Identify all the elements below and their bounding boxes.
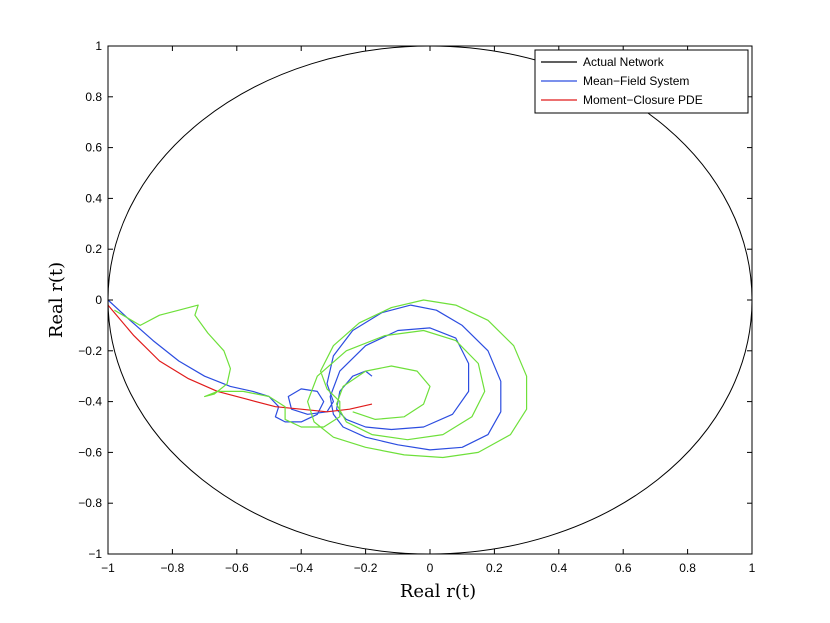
plot-area-background xyxy=(108,46,752,554)
y-axis: −1 −0.8 −0.6 −0.4 −0.2 0 0.2 0.4 0.6 0.8 1 xyxy=(78,39,752,561)
y-tick-label: 0 xyxy=(95,293,102,307)
x-tick-label: 0 xyxy=(427,561,434,575)
y-tick-label: −0.6 xyxy=(78,445,102,459)
x-tick-label: 0.4 xyxy=(550,561,567,575)
x-tick-label: −0.2 xyxy=(354,561,378,575)
y-tick-label: −1 xyxy=(88,547,102,561)
x-tick-label: 1 xyxy=(749,561,756,575)
series-line-1 xyxy=(107,299,502,451)
legend: Actual Network Mean−Field System Moment−Cl… xyxy=(534,49,749,114)
x-tick-label: 0.2 xyxy=(486,561,503,575)
y-axis-label: Real r(t) xyxy=(46,262,67,338)
y-tick-label: −0.2 xyxy=(78,344,102,358)
legend-label: Mean−Field System xyxy=(583,74,689,88)
x-tick-label: 0.8 xyxy=(679,561,696,575)
x-axis-label: Real r(t) xyxy=(400,581,476,602)
y-tick-label: 1 xyxy=(95,39,102,53)
y-tick-label: 0.2 xyxy=(85,242,102,256)
series-line-3 xyxy=(114,299,528,459)
x-tick-label: 0.6 xyxy=(615,561,632,575)
y-tick-label: 0.8 xyxy=(85,90,102,104)
y-tick-label: −0.4 xyxy=(78,395,102,409)
x-tick-label: −0.4 xyxy=(289,561,313,575)
legend-label: Moment−Closure PDE xyxy=(583,93,703,107)
legend-label: Actual Network xyxy=(583,55,665,69)
y-tick-label: 0.6 xyxy=(85,141,102,155)
y-tick-label: 0.4 xyxy=(85,191,102,205)
x-tick-label: −1 xyxy=(101,561,115,575)
y-tick-label: −0.8 xyxy=(78,496,102,510)
series-line-2 xyxy=(107,304,373,413)
x-axis: −1 −0.8 −0.6 −0.4 −0.2 0 0.2 0.4 0.6 0.8 1 xyxy=(101,46,756,575)
x-tick-label: −0.8 xyxy=(161,561,185,575)
x-tick-label: −0.6 xyxy=(225,561,249,575)
